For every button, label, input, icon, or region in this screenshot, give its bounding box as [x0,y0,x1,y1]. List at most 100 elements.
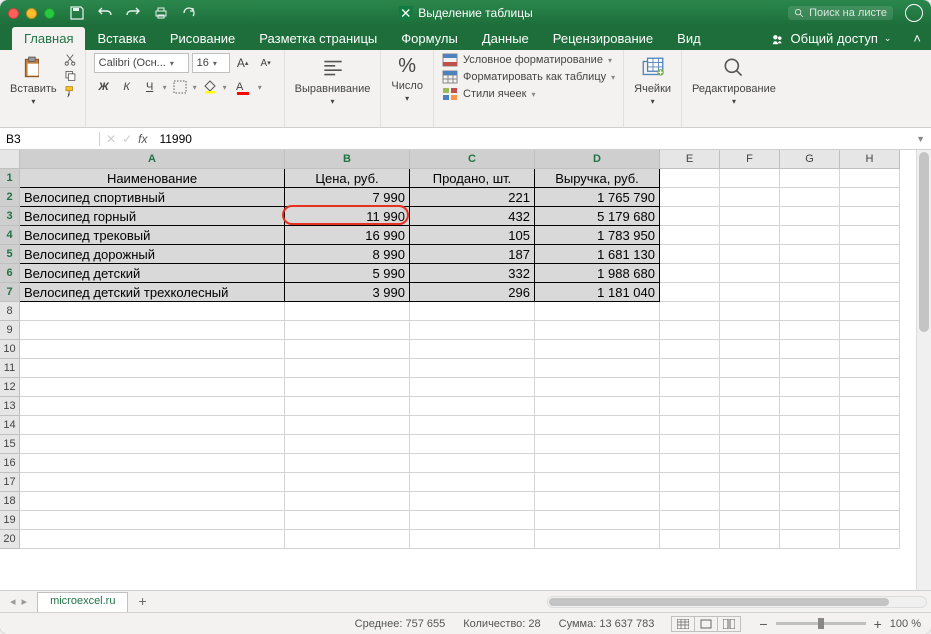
cell-D7[interactable]: 1 181 040 [535,283,660,302]
cell-D6[interactable]: 1 988 680 [535,264,660,283]
cell-E14[interactable] [660,416,720,435]
cell-H7[interactable] [840,283,900,302]
row-header-4[interactable]: 4 [0,226,20,245]
cell-B13[interactable] [285,397,410,416]
cell-C16[interactable] [410,454,535,473]
cell-C7[interactable]: 296 [410,283,535,302]
cell-D4[interactable]: 1 783 950 [535,226,660,245]
cell-B14[interactable] [285,416,410,435]
cell-E20[interactable] [660,530,720,549]
cell-B11[interactable] [285,359,410,378]
cell-A5[interactable]: Велосипед дорожный [20,245,285,264]
cell-D14[interactable] [535,416,660,435]
cell-C11[interactable] [410,359,535,378]
cell-H20[interactable] [840,530,900,549]
cell-F2[interactable] [720,188,780,207]
cell-G19[interactable] [780,511,840,530]
row-header-5[interactable]: 5 [0,245,20,264]
minimize-window[interactable] [26,8,37,19]
cell-D8[interactable] [535,302,660,321]
cell-F4[interactable] [720,226,780,245]
col-header-E[interactable]: E [660,150,720,169]
cell-D19[interactable] [535,511,660,530]
col-header-G[interactable]: G [780,150,840,169]
fill-color-icon[interactable] [200,77,220,97]
cell-A11[interactable] [20,359,285,378]
cell-D3[interactable]: 5 179 680 [535,207,660,226]
cell-H10[interactable] [840,340,900,359]
cell-C10[interactable] [410,340,535,359]
cell-E7[interactable] [660,283,720,302]
cell-A9[interactable] [20,321,285,340]
cell-G6[interactable] [780,264,840,283]
row-header-1[interactable]: 1 [0,169,20,188]
page-break-view-icon[interactable] [717,616,741,632]
cell-G17[interactable] [780,473,840,492]
cells-button[interactable]: Ячейки ▾ [632,53,673,108]
cell-F8[interactable] [720,302,780,321]
cell-A7[interactable]: Велосипед детский трехколесный [20,283,285,302]
cell-A17[interactable] [20,473,285,492]
expand-formula-bar[interactable]: ▼ [910,134,931,144]
share-button[interactable]: Общий доступ ⌄ [759,27,904,50]
cell-D15[interactable] [535,435,660,454]
sheet-nav-next[interactable]: ▸ [22,595,28,608]
redo-icon[interactable] [125,5,141,21]
close-window[interactable] [8,8,19,19]
add-sheet-button[interactable]: + [128,591,156,612]
sheet-nav-prev[interactable]: ◂ [10,595,16,608]
cell-B15[interactable] [285,435,410,454]
cell-G11[interactable] [780,359,840,378]
alignment-button[interactable]: Выравнивание ▾ [293,53,373,108]
cell-C6[interactable]: 332 [410,264,535,283]
cell-E6[interactable] [660,264,720,283]
cell-A4[interactable]: Велосипед трековый [20,226,285,245]
cell-G20[interactable] [780,530,840,549]
tab-formulas[interactable]: Формулы [389,27,470,50]
font-size-combo[interactable]: 16▾ [192,53,230,73]
row-header-6[interactable]: 6 [0,264,20,283]
cell-D9[interactable] [535,321,660,340]
cell-C2[interactable]: 221 [410,188,535,207]
cell-E11[interactable] [660,359,720,378]
cell-A20[interactable] [20,530,285,549]
cell-H6[interactable] [840,264,900,283]
cell-F13[interactable] [720,397,780,416]
format-as-table-button[interactable]: Форматировать как таблицу▾ [442,70,615,84]
cell-C15[interactable] [410,435,535,454]
cell-A16[interactable] [20,454,285,473]
search-input[interactable]: Поиск на листе [788,6,893,20]
cell-F16[interactable] [720,454,780,473]
cell-F18[interactable] [720,492,780,511]
cell-D11[interactable] [535,359,660,378]
cell-H12[interactable] [840,378,900,397]
cell-A13[interactable] [20,397,285,416]
cell-F15[interactable] [720,435,780,454]
normal-view-icon[interactable] [671,616,695,632]
cell-E1[interactable] [660,169,720,188]
cell-G18[interactable] [780,492,840,511]
cell-H5[interactable] [840,245,900,264]
cell-G3[interactable] [780,207,840,226]
cell-G13[interactable] [780,397,840,416]
col-header-F[interactable]: F [720,150,780,169]
conditional-formatting-button[interactable]: Условное форматирование▾ [442,53,615,67]
shrink-font-icon[interactable]: A▾ [256,53,276,73]
cell-H9[interactable] [840,321,900,340]
cell-H11[interactable] [840,359,900,378]
cell-A1[interactable]: Наименование [20,169,285,188]
tab-insert[interactable]: Вставка [85,27,157,50]
underline-icon[interactable]: Ч [140,77,160,97]
cancel-formula-icon[interactable]: ✕ [106,132,116,146]
name-box[interactable] [0,132,100,146]
cell-G7[interactable] [780,283,840,302]
cell-G9[interactable] [780,321,840,340]
cell-H8[interactable] [840,302,900,321]
cell-H3[interactable] [840,207,900,226]
row-header-19[interactable]: 19 [0,511,20,530]
font-name-combo[interactable]: Calibri (Осн...▾ [94,53,189,73]
cell-H17[interactable] [840,473,900,492]
cell-E19[interactable] [660,511,720,530]
cell-E3[interactable] [660,207,720,226]
cell-A19[interactable] [20,511,285,530]
